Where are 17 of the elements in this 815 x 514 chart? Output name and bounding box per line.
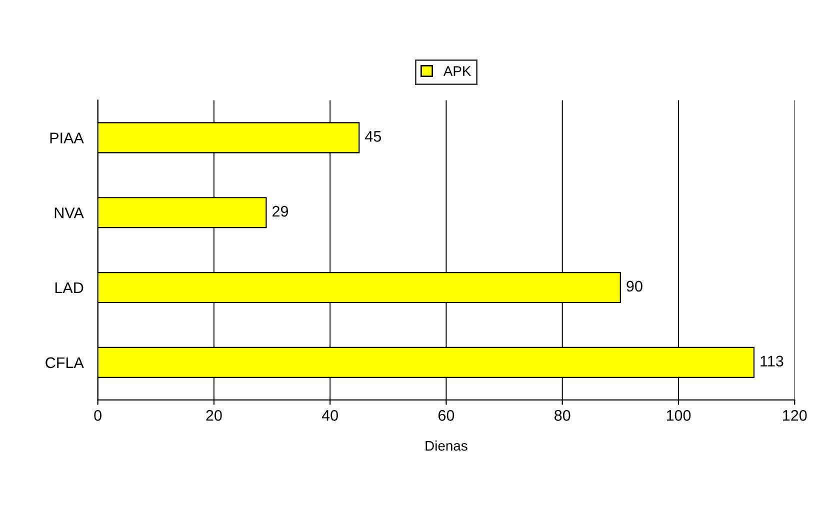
x-tick-label: 60 [438, 410, 454, 421]
data-label: 45 [365, 131, 382, 142]
x-tick-label: 0 [94, 410, 102, 421]
data-label: 90 [626, 280, 642, 292]
x-tick-label: 120 [783, 410, 807, 421]
y-tick-label: LAD [55, 282, 84, 294]
x-tick-label: 100 [666, 410, 691, 421]
x-axis-title: Dienas [426, 440, 468, 451]
data-label: 113 [760, 356, 784, 367]
y-tick-label: CFLA [46, 357, 84, 368]
x-tick-label: 20 [206, 410, 222, 421]
y-tick-label: PIAA [50, 132, 84, 144]
y-tick-label: NVA [54, 208, 84, 218]
x-tick-label: 40 [322, 410, 338, 421]
data-label: 29 [272, 206, 288, 217]
x-tick-label: 80 [554, 410, 570, 421]
legend-label: APK [443, 66, 472, 76]
